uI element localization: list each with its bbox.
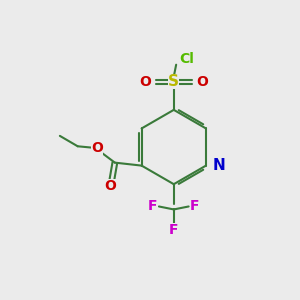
Text: F: F (148, 200, 158, 214)
Text: O: O (91, 141, 103, 155)
Text: S: S (168, 74, 179, 89)
Text: N: N (212, 158, 225, 173)
Text: O: O (104, 179, 116, 194)
Text: Cl: Cl (179, 52, 194, 66)
Text: F: F (190, 200, 199, 214)
Text: F: F (169, 223, 178, 237)
Text: O: O (140, 75, 152, 88)
Text: O: O (196, 75, 208, 88)
